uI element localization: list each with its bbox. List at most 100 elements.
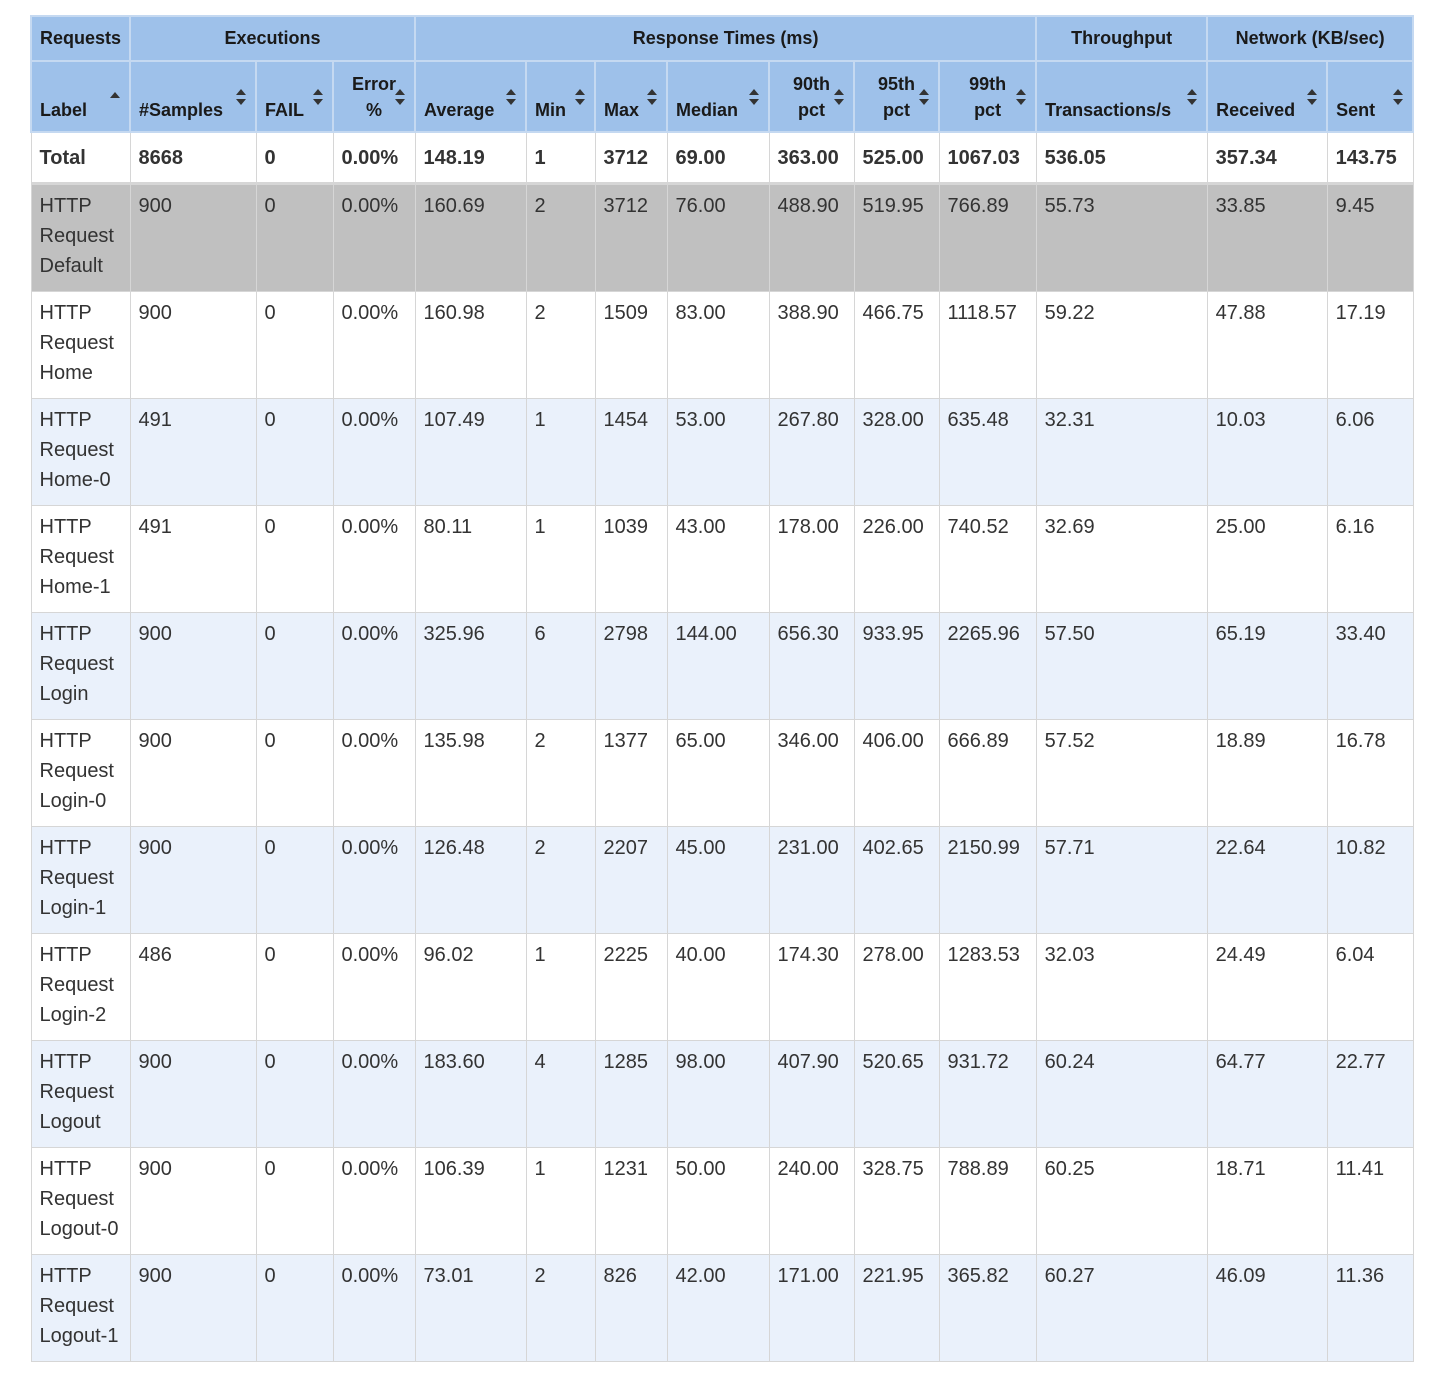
cell-p95: 221.95 <box>853 1254 940 1362</box>
cell-received: 10.03 <box>1206 398 1328 506</box>
sort-both-icon <box>235 87 247 107</box>
statistics-table-container: Requests Executions Response Times (ms) … <box>30 15 1415 1362</box>
col-error-text-1: Error <box>352 74 397 94</box>
cell-average: 160.98 <box>414 291 527 399</box>
cell-label: HTTP Request Logout <box>30 1040 131 1148</box>
sort-both-icon <box>312 87 324 107</box>
sort-both-icon <box>748 87 760 107</box>
cell-sent: 9.45 <box>1326 183 1414 292</box>
cell-max: 1454 <box>594 398 668 506</box>
cell-min: 2 <box>525 291 596 399</box>
cell-label: Total <box>30 131 131 185</box>
sort-both-icon <box>1306 87 1318 107</box>
col-median[interactable]: Median <box>666 60 771 133</box>
cell-p99: 1067.03 <box>938 131 1037 185</box>
cell-max: 2798 <box>594 612 668 720</box>
cell-p90: 488.90 <box>768 183 855 292</box>
cell-average: 160.69 <box>414 183 527 292</box>
col-p99[interactable]: 99th pct <box>938 60 1038 133</box>
cell-min: 2 <box>525 183 596 292</box>
col-error-pct[interactable]: Error% <box>331 60 417 133</box>
cell-median: 53.00 <box>666 398 770 506</box>
table-row: HTTP Request Logout-1 900 0 0.00% 73.01 2 826 4… <box>30 1254 1414 1362</box>
group-header-row: Requests Executions Response Times (ms) … <box>30 15 1415 62</box>
cell-label: HTTP Request Logout-0 <box>30 1147 131 1255</box>
cell-average: 106.39 <box>414 1147 527 1255</box>
cell-received: 24.49 <box>1206 933 1328 1041</box>
cell-sent: 6.06 <box>1326 398 1414 506</box>
cell-transactions: 60.27 <box>1035 1254 1208 1362</box>
cell-median: 42.00 <box>666 1254 770 1362</box>
cell-sent: 6.16 <box>1326 505 1414 613</box>
col-fail[interactable]: FAIL <box>255 60 334 133</box>
cell-p99: 635.48 <box>938 398 1037 506</box>
cell-average: 96.02 <box>414 933 527 1041</box>
col-samples[interactable]: #Samples <box>129 60 257 133</box>
cell-sent: 33.40 <box>1326 612 1414 720</box>
cell-error: 0.00% <box>332 826 416 934</box>
col-min[interactable]: Min <box>525 60 597 133</box>
cell-median: 43.00 <box>666 505 770 613</box>
cell-p95: 278.00 <box>853 933 940 1041</box>
cell-label: HTTP Request Home <box>30 291 131 399</box>
cell-median: 65.00 <box>666 719 770 827</box>
cell-fail: 0 <box>255 1254 334 1362</box>
sort-both-icon <box>1392 87 1404 107</box>
cell-max: 1285 <box>594 1040 668 1148</box>
col-p95-text-2: pct <box>883 100 911 120</box>
cell-median: 69.00 <box>666 131 770 185</box>
table-row: HTTP Request Login-0 900 0 0.00% 135.98 2 1377… <box>30 719 1414 827</box>
cell-transactions: 57.50 <box>1035 612 1208 720</box>
col-average[interactable]: Average <box>414 60 528 133</box>
col-transactions[interactable]: Transactions/s <box>1035 60 1209 133</box>
col-p99-text-2: pct <box>974 100 1002 120</box>
cell-sent: 11.36 <box>1326 1254 1414 1362</box>
cell-p95: 525.00 <box>853 131 940 185</box>
sort-both-icon <box>394 87 406 107</box>
group-response-times: Response Times (ms) <box>414 15 1038 62</box>
cell-p90: 174.30 <box>768 933 855 1041</box>
cell-max: 1039 <box>594 505 668 613</box>
table-row: HTTP Request Logout 900 0 0.00% 183.60 4 1285 9… <box>30 1040 1414 1148</box>
cell-received: 65.19 <box>1206 612 1328 720</box>
col-sent[interactable]: Sent <box>1326 60 1415 133</box>
cell-samples: 900 <box>129 1040 257 1148</box>
cell-error: 0.00% <box>332 1147 416 1255</box>
group-network: Network (KB/sec) <box>1206 15 1415 62</box>
col-received[interactable]: Received <box>1206 60 1329 133</box>
col-label[interactable]: Label <box>30 60 131 133</box>
cell-min: 2 <box>525 719 596 827</box>
col-median-text: Median <box>676 100 739 120</box>
cell-median: 40.00 <box>666 933 770 1041</box>
cell-sent: 6.04 <box>1326 933 1414 1041</box>
cell-p95: 328.00 <box>853 398 940 506</box>
col-p95[interactable]: 95th pct <box>853 60 941 133</box>
cell-min: 2 <box>525 1254 596 1362</box>
cell-min: 1 <box>525 398 596 506</box>
cell-p90: 346.00 <box>768 719 855 827</box>
cell-median: 45.00 <box>666 826 770 934</box>
cell-fail: 0 <box>255 291 334 399</box>
cell-samples: 900 <box>129 1254 257 1362</box>
cell-fail: 0 <box>255 1040 334 1148</box>
col-max[interactable]: Max <box>594 60 669 133</box>
cell-p90: 171.00 <box>768 1254 855 1362</box>
cell-label: HTTP Request Logout-1 <box>30 1254 131 1362</box>
cell-label: HTTP Request Login-1 <box>30 826 131 934</box>
cell-p99: 2150.99 <box>938 826 1037 934</box>
cell-label: HTTP Request Home-0 <box>30 398 131 506</box>
cell-median: 76.00 <box>666 183 770 292</box>
sort-ascending-icon <box>109 87 121 107</box>
cell-max: 3712 <box>594 131 668 185</box>
col-error-text-2: % <box>366 100 383 120</box>
cell-label: HTTP Request Login <box>30 612 131 720</box>
col-p99-text-1: 99th <box>969 74 1007 94</box>
cell-received: 18.89 <box>1206 719 1328 827</box>
sort-both-icon <box>505 87 517 107</box>
col-p90[interactable]: 90th pct <box>768 60 856 133</box>
statistics-body: Total 8668 0 0.00% 148.19 1 3712 69.00 363.00 525… <box>30 131 1414 1362</box>
cell-p99: 1283.53 <box>938 933 1037 1041</box>
cell-fail: 0 <box>255 183 334 292</box>
cell-transactions: 55.73 <box>1035 183 1208 292</box>
cell-transactions: 60.25 <box>1035 1147 1208 1255</box>
